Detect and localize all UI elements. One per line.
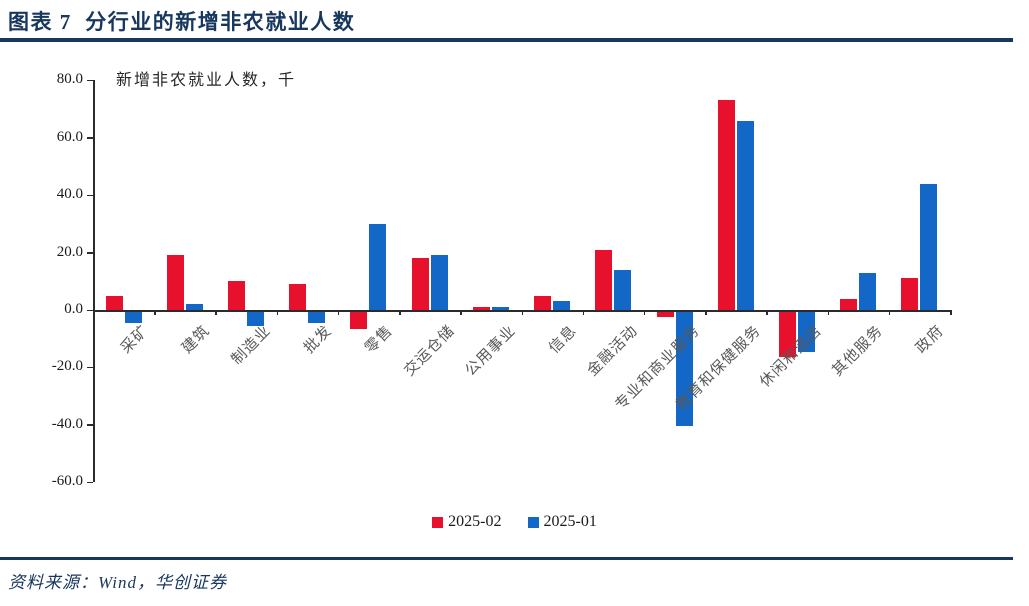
bar-2025-01-金融活动 xyxy=(614,269,632,310)
x-tick-mark xyxy=(337,310,340,315)
category-label: 采矿 xyxy=(117,322,152,357)
bar-2025-01-其他服务 xyxy=(859,272,877,310)
bar-2025-02-金融活动 xyxy=(595,249,613,310)
x-tick-mark xyxy=(154,310,156,315)
category-label: 公用事业 xyxy=(461,322,520,380)
bar-2025-01-政府 xyxy=(920,183,938,310)
y-tick-label: 0.0 xyxy=(64,301,83,317)
legend-swatch-icon xyxy=(432,516,444,528)
y-tick-label: 80.0 xyxy=(56,71,83,88)
x-tick-mark xyxy=(215,310,217,315)
y-tick-mark xyxy=(87,309,93,311)
bar-2025-01-信息 xyxy=(553,301,571,310)
bar-2025-01-采矿 xyxy=(124,311,142,323)
x-tick-mark xyxy=(766,310,768,315)
y-tick-label: -20.0 xyxy=(51,358,83,375)
y-tick-label: 40.0 xyxy=(56,186,83,203)
bar-2025-01-批发 xyxy=(308,311,326,323)
y-tick-mark xyxy=(87,79,93,82)
bar-2025-02-休闲和酒店 xyxy=(778,311,796,358)
category-label: 其他服务 xyxy=(829,322,887,380)
figure-title: 图表 7 分行业的新增非农就业人数 xyxy=(8,10,356,34)
bar-2025-02-制造业 xyxy=(228,281,246,310)
bar-2025-02-交运仓储 xyxy=(411,258,429,310)
y-tick-mark xyxy=(87,424,93,426)
x-tick-mark xyxy=(276,310,279,315)
bar-2025-02-采矿 xyxy=(105,295,123,310)
legend-swatch-icon xyxy=(527,516,539,528)
category-label: 政府 xyxy=(912,322,948,357)
category-label: 批发 xyxy=(300,322,336,357)
bar-2025-02-零售 xyxy=(350,311,368,329)
bar-2025-02-公用事业 xyxy=(472,307,490,310)
legend-label: 2025-02 xyxy=(448,513,502,530)
title-rule xyxy=(0,38,1013,42)
x-tick-mark xyxy=(705,310,707,315)
y-tick-mark xyxy=(87,252,93,254)
source-note: 资料来源：Wind，华创证券 xyxy=(8,573,227,592)
bar-2025-01-专业和商业服务 xyxy=(675,311,693,427)
y-tick-mark xyxy=(87,366,93,369)
legend-label: 2025-01 xyxy=(543,513,597,530)
bar-2025-01-休闲和酒店 xyxy=(797,311,815,352)
bar-2025-01-公用事业 xyxy=(491,307,509,310)
bar-2025-01-建筑 xyxy=(185,304,203,310)
x-tick-mark xyxy=(521,310,523,315)
x-tick-mark xyxy=(399,310,401,315)
y-tick-label: -40.0 xyxy=(51,415,83,432)
bar-2025-02-政府 xyxy=(901,278,919,310)
x-tick-mark xyxy=(643,310,646,315)
y-axis-line xyxy=(93,80,95,483)
category-label: 金融活动 xyxy=(584,322,642,380)
bar-2025-02-专业和商业服务 xyxy=(656,311,674,318)
x-tick-mark xyxy=(460,310,462,315)
x-tick-mark xyxy=(950,310,952,315)
footer-rule xyxy=(0,557,1013,560)
legend-item: 2025-02 xyxy=(432,513,502,531)
bar-2025-02-信息 xyxy=(534,295,552,310)
category-label: 建筑 xyxy=(178,322,213,357)
bar-2025-02-建筑 xyxy=(166,255,184,310)
category-label: 制造业 xyxy=(228,322,275,369)
legend-item: 2025-01 xyxy=(527,513,597,531)
y-tick-label: -60.0 xyxy=(51,473,83,490)
y-tick-label: 20.0 xyxy=(56,243,83,260)
bar-2025-02-其他服务 xyxy=(840,298,858,310)
bar-2025-02-教育和保健服务 xyxy=(717,100,735,310)
bar-2025-01-零售 xyxy=(369,223,387,310)
x-tick-mark xyxy=(582,310,585,315)
y-tick-label: 60.0 xyxy=(56,128,83,145)
y-tick-mark xyxy=(87,137,93,139)
category-label: 信息 xyxy=(545,322,581,357)
y-tick-mark xyxy=(87,481,93,484)
x-tick-mark xyxy=(827,310,830,315)
y-tick-mark xyxy=(87,194,93,197)
bar-2025-02-批发 xyxy=(289,284,307,310)
category-label: 交运仓储 xyxy=(400,322,458,380)
bar-2025-01-制造业 xyxy=(247,311,265,326)
x-tick-mark xyxy=(93,310,95,315)
bar-2025-01-教育和保健服务 xyxy=(736,120,754,310)
chart-axis-note: 新增非农就业人数，千 xyxy=(116,72,297,89)
bar-2025-01-交运仓储 xyxy=(430,255,448,310)
x-tick-mark xyxy=(888,310,891,315)
chart-legend: 2025-02 2025-01 xyxy=(0,513,1029,531)
